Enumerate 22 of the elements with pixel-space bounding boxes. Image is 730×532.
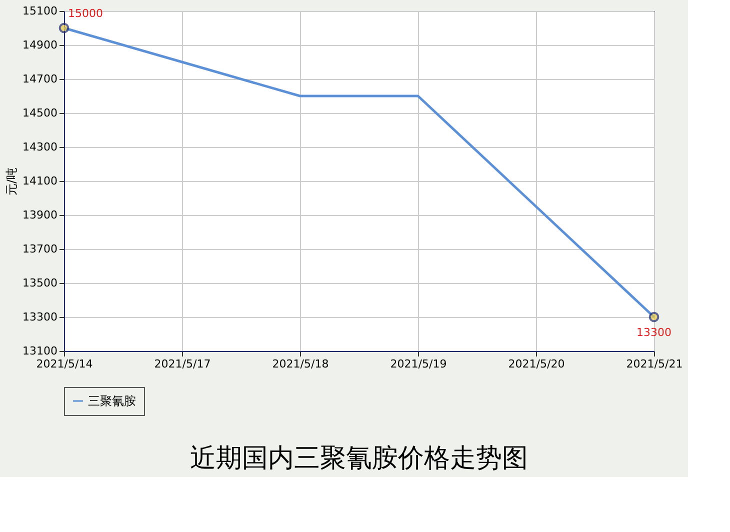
- y-tick-label: 13900: [22, 208, 58, 222]
- y-tick-label: 13500: [22, 276, 58, 290]
- data-label: 13300: [636, 326, 672, 339]
- x-tick-label: 2021/5/20: [508, 358, 565, 370]
- y-tick-label: 14700: [22, 72, 58, 86]
- y-tick-label: 14100: [22, 174, 58, 188]
- legend-label: 三聚氰胺: [88, 394, 136, 408]
- x-tick-label: 2021/5/18: [272, 358, 329, 370]
- text: 近期国内三聚氰胺价格走势图: [190, 444, 528, 474]
- x-tick-label: 2021/5/19: [390, 358, 447, 370]
- data-label: 15000: [68, 7, 103, 20]
- x-tick-label: 2021/5/21: [626, 358, 683, 370]
- y-tick-label: 13300: [22, 310, 58, 324]
- x-tick-label: 2021/5/14: [36, 358, 93, 370]
- y-tick-label: 14900: [22, 38, 58, 52]
- y-axis-title: 元/吨: [4, 167, 19, 196]
- y-tick-label: 14500: [22, 106, 58, 120]
- y-tick-label: 13700: [22, 242, 58, 256]
- x-tick-label: 2021/5/17: [154, 358, 211, 370]
- y-tick-label: 15100: [22, 4, 58, 18]
- y-tick-label: 14300: [22, 140, 58, 154]
- y-tick-label: 13100: [22, 344, 58, 358]
